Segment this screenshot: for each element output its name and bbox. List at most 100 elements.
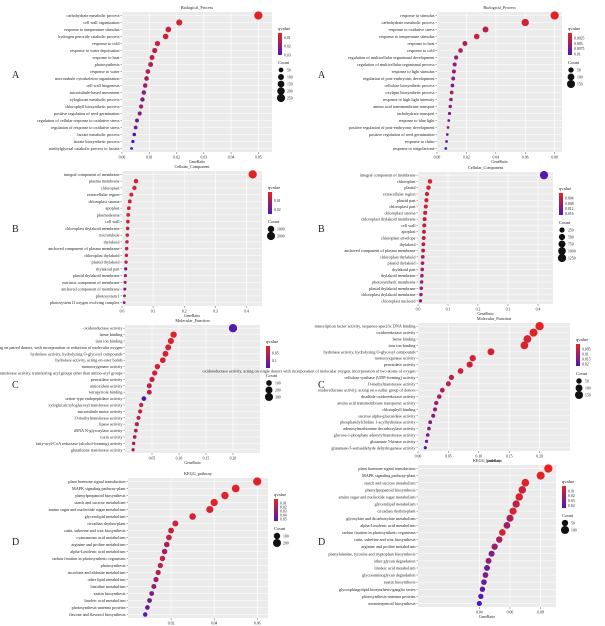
term-label: glyoxylate and dicarboxylate metabolism — [346, 516, 416, 521]
data-point — [420, 254, 425, 259]
data-point — [482, 26, 489, 33]
data-point — [484, 565, 490, 571]
data-point — [485, 557, 492, 564]
term-label: carbohydrate transport — [397, 111, 436, 116]
x-tick-label: 0.3 — [213, 310, 218, 314]
term-label: amino acid transmembrane transporter act… — [337, 401, 416, 406]
term-label: chloroplast envelope — [381, 236, 416, 241]
term-label: cellulose synthase (UDP-forming) activit… — [344, 375, 416, 380]
term-label: oxidoreductase activity — [377, 330, 417, 335]
legend-qvalue-title: qvalue — [568, 26, 580, 31]
data-point — [420, 273, 424, 278]
term-label: oxidoreductase activity, acting on paire… — [0, 345, 123, 351]
data-point — [539, 170, 549, 180]
data-point — [423, 204, 428, 209]
legend-qvalue-tick: 0.0075 — [574, 47, 585, 51]
legend-count-dot — [575, 384, 583, 392]
legend-count-label: 100 — [571, 528, 577, 532]
term-label: arginine and proline metabolism — [71, 542, 126, 547]
data-point — [145, 69, 151, 74]
term-label: regulation of multicellular organismal d… — [348, 55, 435, 60]
term-label: glutamate 5-kinase activity — [370, 439, 416, 444]
term-label: amino sugar and nucleotide sugar metabol… — [49, 507, 127, 512]
legend-qvalue-tick: 0.03 — [280, 509, 287, 513]
term-label: apoplast — [106, 206, 121, 211]
term-label: lactate metabolic process — [77, 132, 119, 137]
term-label: glucose-1-phosphate adenylyltransferase … — [334, 433, 417, 438]
data-point — [133, 178, 139, 184]
data-point — [418, 299, 423, 303]
term-label: arginine and proline metabolism — [361, 544, 416, 549]
term-label: ascorbate and aldarate metabolism — [68, 570, 127, 575]
term-label: phenylpropanoid biosynthesis — [365, 487, 415, 492]
data-point — [422, 229, 426, 234]
plot-background — [125, 325, 260, 453]
term-label: circadian rhythm-plant — [377, 509, 416, 514]
legend-colorbar — [568, 33, 572, 55]
term-label: phosphatidylcholine 1-acylhydrolase acti… — [340, 420, 416, 425]
data-point — [478, 593, 484, 600]
legend-count-dot — [264, 392, 274, 402]
data-point — [427, 426, 431, 431]
term-label: sucrose alpha-glucosidase activity — [358, 413, 416, 418]
data-point — [124, 246, 129, 251]
term-label: oxidoreductase activity, acting on a sul… — [318, 388, 416, 394]
legend-count-dot — [265, 386, 273, 394]
legend-colorbar — [278, 33, 282, 55]
data-point — [210, 498, 218, 507]
legend-qvalue-title: qvalue — [562, 479, 574, 484]
data-point — [503, 521, 511, 529]
data-point — [189, 513, 196, 520]
data-point — [419, 280, 424, 284]
data-point — [444, 147, 448, 150]
data-point — [419, 292, 423, 297]
data-point — [434, 400, 439, 406]
term-label: adenosylmethionine decarboxylase activit… — [343, 426, 416, 431]
chart-title: KEGG_pathway — [184, 471, 213, 476]
chart-panel-7: DKEGG_pathway0.020.040.06GeneRatioplant … — [12, 471, 289, 626]
data-point — [206, 505, 214, 514]
data-point — [132, 132, 137, 137]
data-point — [149, 54, 155, 61]
legend-count-dot — [558, 233, 566, 241]
term-label: response to blue light — [399, 118, 436, 123]
term-label: integral component of membrane — [64, 172, 120, 177]
term-label: O-methyltransferase activity — [368, 381, 417, 386]
legend-count-label: 200 — [275, 388, 281, 392]
term-label: plastid thylakoid — [387, 261, 416, 266]
legend-qvalue-tick: 0.05 — [280, 517, 287, 521]
data-point — [458, 48, 463, 53]
chart-panel-4: B Cellular_Component 0.0 0.1 0.2 0.3 0.4 GeneRa… — [318, 165, 576, 316]
data-point — [448, 374, 455, 381]
legend-count-label: 100 — [275, 381, 281, 385]
data-point — [139, 402, 144, 408]
term-label: extrinsic component of membrane — [62, 280, 119, 285]
legend-qvalue-tick: 0.004 — [565, 197, 574, 201]
data-point — [228, 324, 238, 333]
legend-count-dot — [574, 390, 584, 400]
data-point — [148, 62, 154, 67]
term-label: cell wall — [401, 223, 416, 228]
data-point — [491, 543, 498, 550]
term-label: alpha-Linolenic acid metabolism — [70, 549, 126, 554]
term-label: photosystem II oxygen evolving complex — [50, 300, 120, 305]
term-label: plastid — [404, 185, 416, 190]
legend-count-dot — [559, 227, 565, 233]
data-point — [163, 541, 170, 548]
data-point — [476, 600, 482, 607]
term-label: regulation of multicellular organismal p… — [357, 62, 435, 67]
x-tick-label: 0.00 — [434, 156, 441, 160]
legend-qvalue-tick: 0.012 — [565, 207, 574, 211]
legend-count-label: 1250 — [568, 256, 576, 260]
term-label: peroxidase activity — [384, 362, 417, 367]
term-label: other glycan degradation — [374, 558, 417, 563]
term-label: amino sugar and nucleotide sugar metabol… — [339, 494, 417, 499]
term-label: thylakoid — [400, 242, 417, 247]
chart-panel-1: A Biological_Process 0.00 0.01 0.02 0.03 0.04 0… — [12, 5, 293, 164]
term-label: thylakoid part — [392, 267, 416, 272]
data-point — [550, 11, 559, 20]
panel-label: D — [318, 537, 325, 548]
term-label: photosynthesis-antenna proteins — [72, 605, 126, 610]
term-label: MAPK signaling pathway-plant — [362, 473, 416, 478]
term-label: response to strigolactone — [393, 146, 435, 151]
